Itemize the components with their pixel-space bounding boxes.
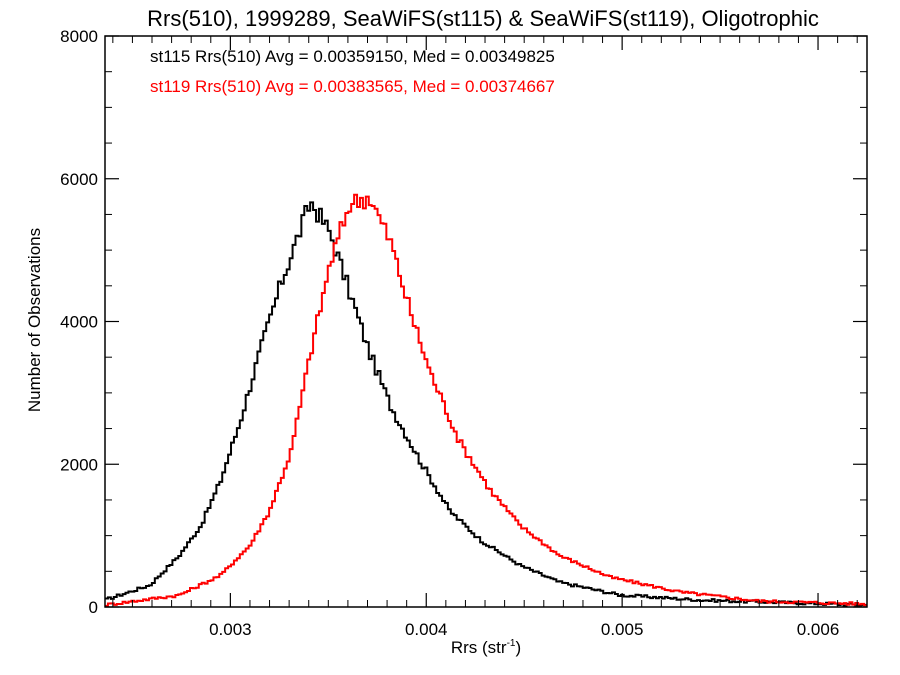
plot-background: [105, 36, 867, 607]
axes-layer: 0 2000 4000 6000 8000 0.003 0.004 0.005 0.006: [60, 27, 868, 639]
x-axis-label-suffix: ): [515, 638, 521, 657]
series-st119-histogram: [105, 193, 867, 607]
x-axis-label-sup: -1: [507, 638, 516, 649]
chart-title: Rrs(510), 1999289, SeaWiFS(st115) & SeaW…: [147, 6, 819, 31]
y-tick-label: 6000: [60, 170, 98, 189]
y-tick-label: 2000: [60, 455, 98, 474]
y-tick-label: 8000: [60, 27, 98, 46]
x-tick-label: 0.005: [601, 620, 644, 639]
y-tick-label: 0: [89, 598, 98, 617]
y-axis-label: Number of Observations: [25, 228, 44, 412]
x-axis-label: Rrs (str-1): [451, 638, 521, 657]
x-tick-label: 0.003: [209, 620, 252, 639]
x-axis-label-main: Rrs (str: [451, 638, 507, 657]
plot-area: [105, 36, 867, 607]
x-tick-label: 0.006: [797, 620, 840, 639]
x-tick-label: 0.004: [405, 620, 448, 639]
y-tick-label: 4000: [60, 313, 98, 332]
legend-entry-st115: st115 Rrs(510) Avg = 0.00359150, Med = 0…: [150, 47, 555, 66]
legend-entry-st119: st119 Rrs(510) Avg = 0.00383565, Med = 0…: [150, 77, 555, 96]
